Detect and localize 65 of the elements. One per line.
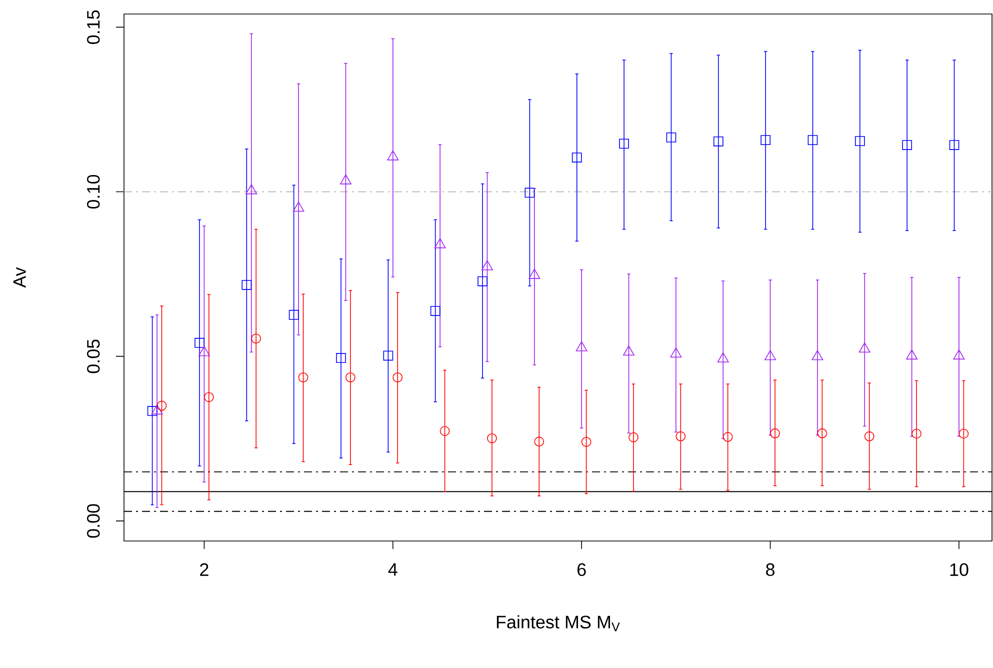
point — [151, 404, 163, 414]
y-tick-label: 0.05 — [86, 340, 100, 374]
point — [298, 372, 308, 382]
y-tick-label: 0.15 — [86, 10, 100, 44]
point — [670, 347, 682, 358]
point — [717, 352, 729, 362]
x-axis-title: Faintest MS M$_{V}$ — [496, 615, 620, 632]
point — [628, 432, 638, 442]
point — [156, 400, 167, 411]
point — [760, 135, 770, 145]
x-tick-label: 6 — [578, 563, 586, 576]
point — [198, 346, 210, 356]
point — [482, 260, 493, 270]
point — [346, 372, 356, 382]
point — [434, 238, 446, 248]
point — [676, 431, 686, 442]
y-tick-label: 0.00 — [86, 504, 100, 538]
point — [808, 135, 818, 145]
point — [854, 136, 865, 146]
x-tick-label: 8 — [766, 563, 774, 576]
point — [817, 428, 828, 438]
point — [292, 202, 304, 212]
point — [383, 350, 394, 361]
point — [906, 349, 918, 360]
point — [858, 342, 870, 353]
point — [912, 428, 922, 439]
point — [430, 306, 440, 316]
point — [953, 349, 965, 360]
point — [581, 436, 592, 447]
point — [812, 350, 824, 360]
point — [666, 132, 676, 142]
x-tick-label: 2 — [200, 563, 208, 576]
point — [336, 353, 346, 363]
point — [572, 152, 582, 162]
point — [246, 184, 258, 194]
point — [340, 174, 352, 184]
point — [619, 138, 629, 149]
y-tick-label: 0.10 — [86, 174, 100, 209]
point — [528, 268, 540, 279]
point — [387, 150, 399, 160]
x-tick-label: 4 — [388, 563, 398, 576]
point — [478, 276, 488, 286]
point — [576, 341, 588, 352]
point — [251, 334, 262, 344]
point — [770, 428, 780, 438]
point — [864, 431, 874, 442]
point — [722, 432, 733, 442]
point — [194, 338, 204, 348]
point — [949, 140, 960, 150]
point — [713, 136, 724, 146]
point — [534, 436, 544, 447]
point — [487, 433, 497, 444]
point — [764, 350, 776, 360]
point — [147, 406, 158, 416]
point — [958, 428, 969, 439]
x-tick-label: 10 — [950, 563, 968, 576]
point — [902, 140, 912, 150]
point — [440, 426, 450, 436]
point — [204, 392, 214, 402]
point — [524, 188, 535, 198]
point — [623, 346, 634, 356]
point — [242, 280, 252, 290]
point — [392, 372, 403, 382]
y-axis-title: Av — [13, 267, 26, 288]
point — [288, 310, 299, 320]
